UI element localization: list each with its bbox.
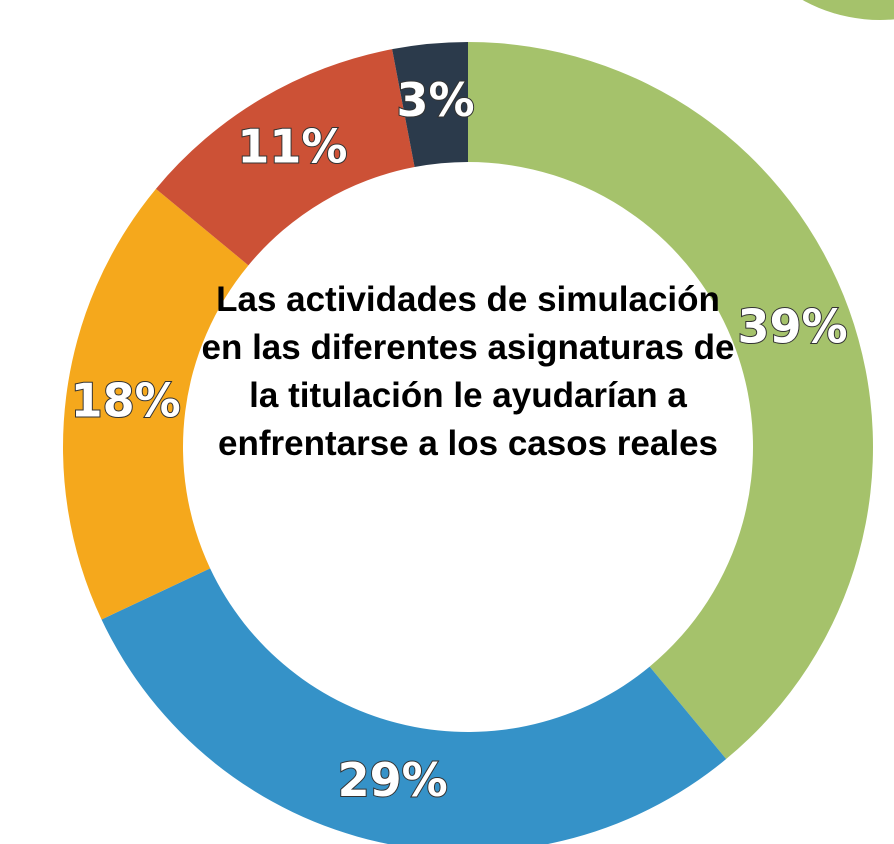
data-label: 18% — [71, 373, 181, 427]
data-label: 29% — [338, 753, 448, 807]
chart-title-text: Las actividades de simulación en las dif… — [201, 280, 735, 463]
decoration — [802, 0, 894, 20]
data-label: 39% — [738, 300, 848, 354]
donut-segment — [155, 49, 415, 266]
donut-segment — [101, 568, 727, 844]
data-label: 11% — [237, 120, 347, 174]
donut-segment — [468, 42, 874, 760]
donut-segment — [63, 188, 249, 620]
donut-segment — [392, 42, 468, 168]
chart-title: Las actividades de simulación en las dif… — [183, 276, 753, 468]
data-label: 3% — [396, 73, 474, 127]
